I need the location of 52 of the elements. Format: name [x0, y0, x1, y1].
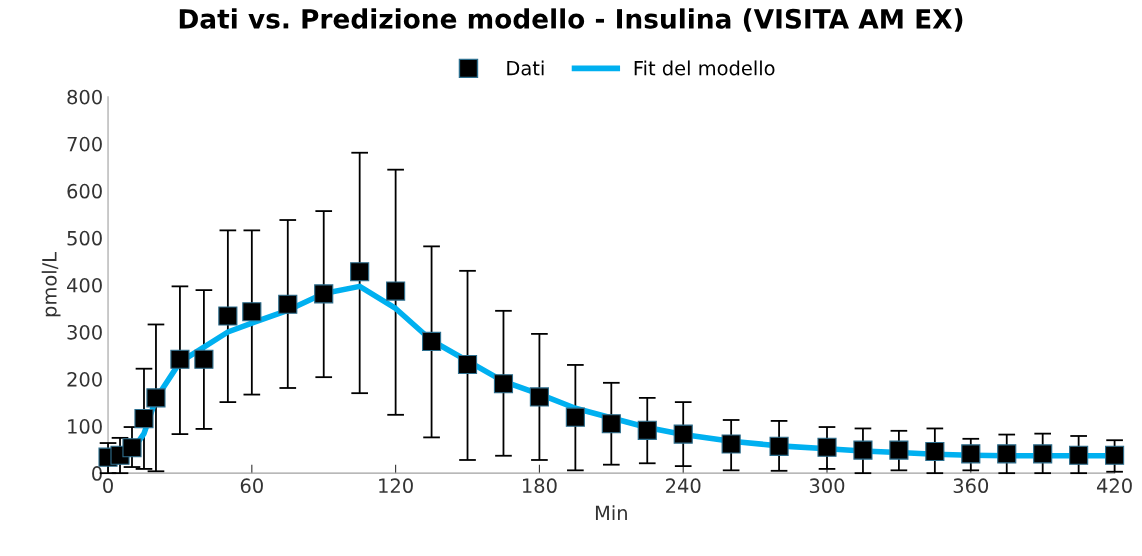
legend-label: Fit del modello: [634, 60, 775, 76]
y-tick-label: 600: [67, 183, 102, 199]
x-tick-label: 60: [240, 478, 263, 494]
point: [134, 408, 154, 429]
point: [769, 436, 789, 456]
point: [997, 444, 1017, 464]
y-tick-label: 100: [68, 419, 102, 434]
point: [961, 444, 981, 464]
x-tick-label: 420: [1096, 478, 1132, 494]
point: [637, 420, 657, 440]
point: [242, 302, 262, 322]
x-tick-label: 0: [103, 478, 113, 494]
y-tick-label: 400: [67, 277, 102, 293]
point: [529, 387, 549, 407]
point: [721, 434, 741, 454]
point: [314, 284, 334, 304]
point: [925, 441, 945, 462]
point: [493, 374, 514, 394]
point: [457, 354, 478, 375]
y-tick-label: 200: [67, 372, 102, 387]
chart-title: Dati vs. Predizione modello - Insulina (VISITA AM EX): [179, 8, 963, 32]
x-tick-label: 360: [953, 478, 989, 494]
point: [817, 437, 837, 457]
point: [1069, 445, 1089, 465]
legend-label: Dati: [507, 60, 544, 76]
point: [194, 349, 214, 369]
x-axis-title: Min: [595, 505, 627, 520]
point: [218, 306, 238, 326]
point: [853, 440, 873, 460]
point: [350, 262, 370, 282]
x-tick-label: 180: [522, 478, 557, 494]
point: [122, 438, 142, 458]
x-tick-label: 120: [379, 478, 413, 494]
point: [386, 281, 406, 301]
point: [565, 407, 585, 427]
point: [601, 414, 621, 434]
y-tick-label: 500: [67, 230, 102, 246]
y-tick-label: 800: [67, 89, 102, 105]
point: [278, 294, 298, 314]
y-tick-label: 300: [67, 324, 102, 340]
point: [1033, 444, 1053, 464]
y-tick-label: 0: [92, 466, 102, 481]
point: [889, 440, 909, 460]
y-axis-title: pmol/L: [41, 252, 61, 317]
point: [170, 349, 190, 369]
y-tick-label: 700: [67, 136, 102, 152]
point: [421, 331, 442, 351]
point: [146, 388, 166, 408]
x-tick-label: 300: [809, 478, 845, 494]
point: [673, 424, 693, 444]
point: [1105, 445, 1125, 465]
x-tick-label: 240: [666, 478, 701, 494]
